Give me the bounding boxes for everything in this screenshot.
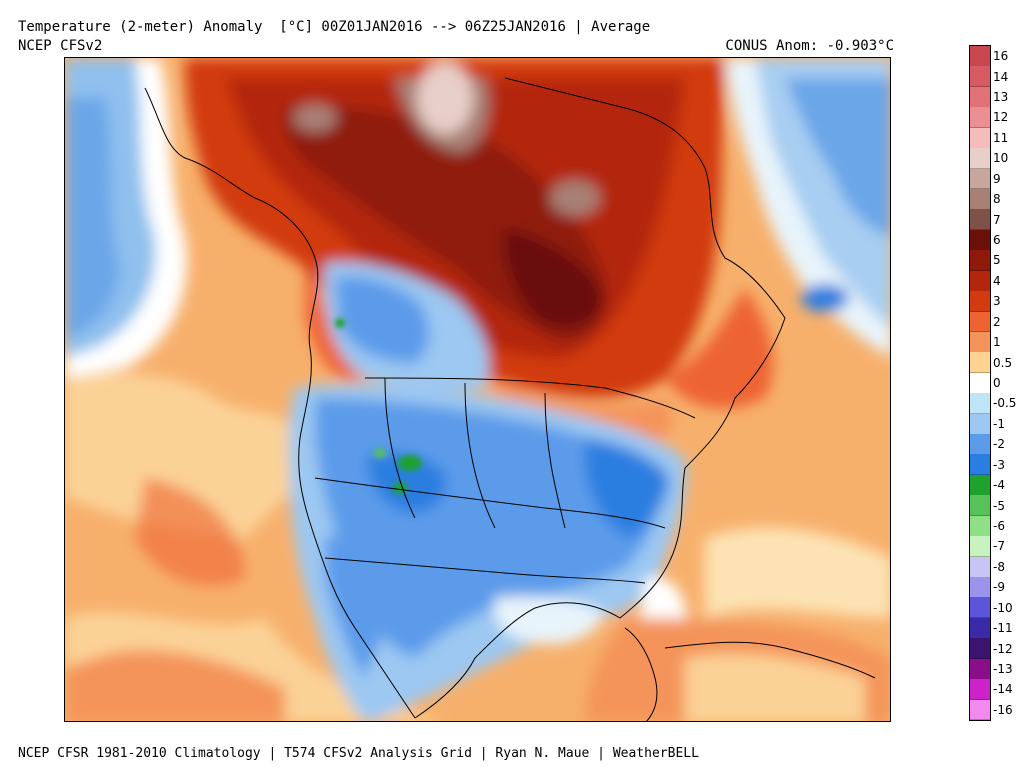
colorbar-label: 10 [993,151,1009,166]
colorbar-label: -13 [993,661,1013,676]
colorbar-label: -5 [993,498,1005,513]
colorbar-label: -3 [993,457,1005,472]
colorbar-cell [970,454,990,476]
model-label: NCEP CFSv2 [18,38,103,54]
colorbar-cell [970,393,990,415]
colorbar-cell [970,556,990,578]
colorbar-cell [970,291,990,312]
colorbar-cell [970,46,990,67]
anomaly-map-canvas [65,58,890,721]
colorbar-label: 9 [993,171,1001,186]
colorbar-label: 14 [993,69,1009,84]
colorbar-cell [970,270,990,292]
colorbar-cell [970,617,990,639]
colorbar-label: 1 [993,335,1001,350]
colorbar-cell [970,148,990,170]
colorbar-cell [970,168,990,190]
colorbar-label: -10 [993,600,1013,615]
conus-anomaly-label: CONUS Anom: -0.903°C [725,38,894,54]
colorbar-cell [970,577,990,598]
colorbar-cell [970,372,990,394]
colorbar-label: 8 [993,192,1001,207]
colorbar-cell [970,86,990,108]
colorbar-label: -16 [993,702,1013,717]
colorbar-label: 2 [993,314,1001,329]
colorbar-cell [970,413,990,435]
colorbar-cell [970,331,990,353]
colorbar-cell [970,434,990,455]
colorbar-label: 7 [993,212,1001,227]
colorbar-cell [970,679,990,701]
colorbar-label: -4 [993,478,1005,493]
colorbar-label: -12 [993,641,1013,656]
colorbar-cell [970,209,990,231]
coastlines [144,77,876,721]
colorbar-label: 11 [993,130,1009,145]
colorbar-cell [970,127,990,149]
colorbar-label: 3 [993,294,1001,309]
colorbar-cell [970,536,990,558]
colorbar [969,45,991,721]
colorbar-label: 12 [993,110,1009,125]
colorbar-label: -9 [993,580,1005,595]
colorbar-cell [970,311,990,333]
colorbar-label: 13 [993,90,1009,105]
colorbar-cell [970,495,990,517]
colorbar-label: -7 [993,539,1005,554]
colorbar-cell [970,188,990,210]
colorbar-label: 0 [993,376,1001,390]
colorbar-cell [970,597,990,619]
colorbar-cell [970,699,990,721]
colorbar-label: 4 [993,273,1001,288]
colorbar-label: -11 [993,621,1013,636]
colorbar-cell [970,229,990,251]
colorbar-label: -8 [993,559,1005,574]
colorbar-label: 6 [993,233,1001,248]
colorbar-cell [970,515,990,537]
colorbar-cell [970,638,990,660]
credits-footer: NCEP CFSR 1981-2010 Climatology | T574 C… [18,746,699,761]
map-title: Temperature (2-meter) Anomaly [°C] 00Z01… [18,19,651,35]
colorbar-label: -2 [993,437,1005,452]
colorbar-label: 16 [993,49,1009,64]
colorbar-label: 5 [993,253,1001,268]
colorbar-label: -0.5 [993,396,1017,411]
colorbar-cell [970,66,990,88]
colorbar-label: 0.5 [993,355,1013,370]
colorbar-label: -1 [993,416,1005,431]
colorbar-cell [970,250,990,272]
colorbar-cell [970,107,990,129]
colorbar-cell [970,352,990,374]
colorbar-label: -14 [993,682,1013,697]
colorbar-label: -6 [993,518,1005,533]
colorbar-cell [970,474,990,496]
colorbar-cell [970,658,990,680]
anomaly-map [64,57,891,722]
